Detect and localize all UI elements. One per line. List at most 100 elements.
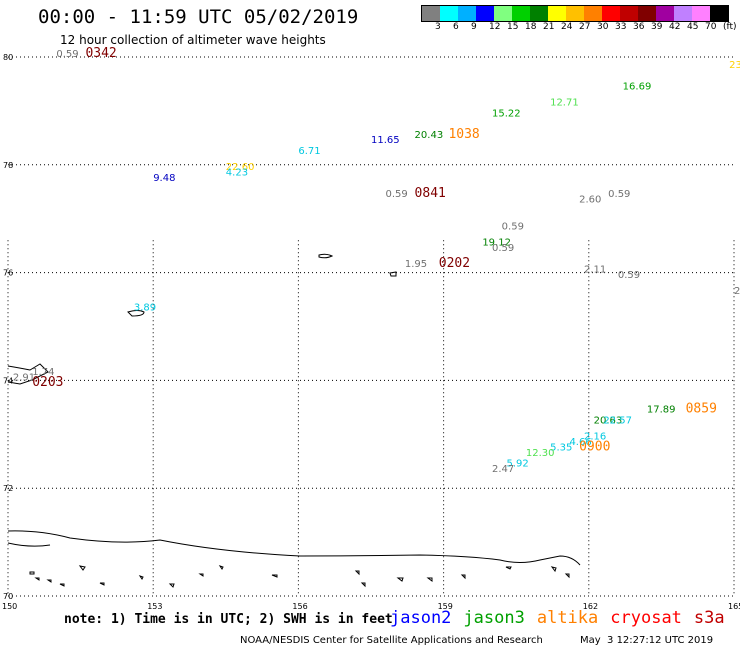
- lon-label: 153: [147, 602, 162, 611]
- wave-height-label: 0.59: [502, 221, 524, 232]
- wave-height-label: 16.69: [623, 81, 652, 92]
- footer-timestamp: May 3 12:27:12 UTC 2019: [580, 635, 714, 646]
- legend-tick: 33: [615, 22, 627, 32]
- legend-swatch: [422, 6, 440, 21]
- wave-height-label: 4.66: [569, 437, 591, 448]
- satellite-s3a: s3a: [693, 608, 725, 628]
- legend-tick: 9: [471, 22, 477, 32]
- footer-credit: NOAA/NESDIS Center for Satellite Applica…: [240, 635, 543, 646]
- legend-tick: 3: [435, 22, 441, 32]
- legend-tick: 42: [669, 22, 681, 32]
- legend-tick: 45: [687, 22, 699, 32]
- wave-height-label: 0.59: [492, 243, 514, 254]
- lon-label: 162: [583, 602, 598, 611]
- legend-swatch: [458, 6, 476, 21]
- wave-height-label: 20.43: [415, 130, 444, 141]
- wave-height-label: 17.89: [647, 405, 676, 416]
- wave-height-label: 9.48: [153, 173, 175, 184]
- lat-label: 78: [3, 161, 13, 170]
- lat-label: 76: [3, 269, 13, 278]
- legend-tick: 70: [705, 22, 717, 32]
- wave-height-label: 2.16: [584, 432, 606, 443]
- wave-height-label: 22.57: [603, 416, 632, 427]
- wave-height-label: 0.59: [618, 270, 640, 281]
- legend-swatch: [656, 6, 674, 21]
- legend-tick: 39: [651, 22, 663, 32]
- coastline: [7, 253, 581, 588]
- legend-swatch: [674, 6, 692, 21]
- legend-swatch: [692, 6, 710, 21]
- pass-time-label: 0202: [439, 256, 470, 271]
- wave-height-label: 2.91: [13, 372, 35, 383]
- legend-swatch: [476, 6, 494, 21]
- legend-swatch: [494, 6, 512, 21]
- wave-height-label: 0.59: [608, 189, 630, 200]
- lon-label: 159: [438, 602, 453, 611]
- legend-tick: 30: [597, 22, 609, 32]
- legend-swatch: [638, 6, 656, 21]
- legend-swatch: [710, 6, 728, 21]
- pass-time-label: 0841: [415, 186, 446, 201]
- lon-label: 156: [292, 602, 307, 611]
- legend-tick: 21: [543, 22, 555, 32]
- page-title: 00:00 - 11:59 UTC 05/02/2019: [38, 6, 359, 28]
- legend-swatch: [440, 6, 458, 21]
- satellite-cryosat: cryosat: [610, 608, 682, 628]
- pass-time-label: 0342: [85, 46, 116, 61]
- legend-tick: 18: [525, 22, 537, 32]
- wave-height-label: 23.: [729, 60, 740, 71]
- wave-height-label: 5.35: [550, 442, 572, 453]
- lat-label: 72: [3, 484, 13, 493]
- legend-tick: 24: [561, 22, 573, 32]
- satellite-jason3: jason3: [463, 608, 525, 628]
- observations-layer: 0.59 0342 23. 16.69 12.71 15.22 20.43 1038 11.65…: [13, 46, 740, 475]
- wave-height-label: 19.12: [482, 238, 511, 249]
- wave-height-label: 2.60: [579, 195, 601, 206]
- lat-label: 70: [3, 592, 13, 601]
- wave-height-label: 5.92: [507, 459, 529, 470]
- pass-time-label: 0203: [32, 375, 63, 390]
- legend-tick: 27: [579, 22, 591, 32]
- pass-time-label: 1038: [448, 127, 479, 142]
- legend-swatch: [512, 6, 530, 21]
- wave-height-label: 11.65: [371, 135, 400, 146]
- legend-tick: (ft): [723, 22, 737, 32]
- legend-tick: 36: [633, 22, 645, 32]
- wave-height-label: 2.47: [492, 464, 514, 475]
- wave-height-label: 2: [734, 286, 740, 297]
- map-grid: [7, 56, 735, 597]
- lat-label: 74: [3, 376, 13, 385]
- pass-time-label: 0900: [579, 439, 610, 454]
- page-subtitle: 12 hour collection of altimeter wave hei…: [60, 33, 326, 47]
- legend-tick: 6: [453, 22, 459, 32]
- wave-height-label: 1.95: [405, 259, 427, 270]
- wave-height-label: 12.71: [550, 98, 579, 109]
- wave-height-label: 0.59: [386, 189, 408, 200]
- satellite-legend: jason2 jason3 altika cryosat s3a: [390, 608, 737, 628]
- color-legend: [421, 5, 729, 22]
- lon-label: 150: [2, 602, 17, 611]
- legend-swatch: [566, 6, 584, 21]
- legend-swatch: [530, 6, 548, 21]
- wave-height-label: 6.71: [298, 146, 320, 157]
- lon-label: 165: [728, 602, 740, 611]
- satellite-altika: altika: [536, 608, 599, 628]
- wave-height-label: 0.59: [56, 49, 78, 60]
- wave-height-label: 20.63: [594, 416, 623, 427]
- legend-swatch: [620, 6, 638, 21]
- wave-height-label: 2.11: [584, 265, 606, 276]
- wave-height-label: 3.89: [134, 302, 156, 313]
- legend-swatch: [602, 6, 620, 21]
- legend-swatch: [548, 6, 566, 21]
- wave-height-label: 4.23: [226, 168, 248, 179]
- wave-height-label: 22.60: [226, 162, 255, 173]
- pass-time-label: 0859: [686, 402, 717, 417]
- legend-tick: 15: [507, 22, 519, 32]
- legend-tick: 12: [489, 22, 501, 32]
- wave-height-label: 1.74: [32, 367, 54, 378]
- lat-label: 80: [3, 53, 13, 62]
- wave-height-label: 12.30: [526, 448, 555, 459]
- wave-height-label: 15.22: [492, 108, 521, 119]
